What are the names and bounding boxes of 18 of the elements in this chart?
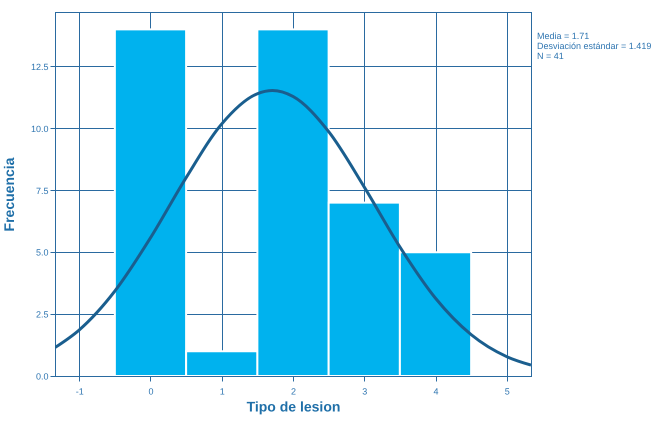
y-tick-label: 12.5 xyxy=(30,62,48,72)
text: Media = 1.71 xyxy=(537,31,590,41)
y-tick-label: 10.0 xyxy=(30,124,48,134)
x-tick-label: 4 xyxy=(434,386,439,396)
x-tick-label: 3 xyxy=(362,386,368,396)
y-tick-label: 7.5 xyxy=(36,186,48,196)
x-tick-label: 1 xyxy=(220,386,225,396)
x-axis-title: Tipo de lesion xyxy=(246,398,340,414)
x-tick-label: 5 xyxy=(504,386,510,396)
y-axis-title: Frecuencia xyxy=(0,157,17,232)
text: Desviación estándar = 1.419 xyxy=(537,41,652,51)
y-tick-label: 0.0 xyxy=(36,372,48,382)
x-tick-label: -1 xyxy=(76,386,84,396)
x-tick-label: 0 xyxy=(148,386,154,396)
y-tick-label: 5.0 xyxy=(36,248,48,258)
y-tick-label: 2.5 xyxy=(36,310,48,320)
x-tick-label: 2 xyxy=(290,386,296,396)
text: N = 41 xyxy=(537,51,565,61)
